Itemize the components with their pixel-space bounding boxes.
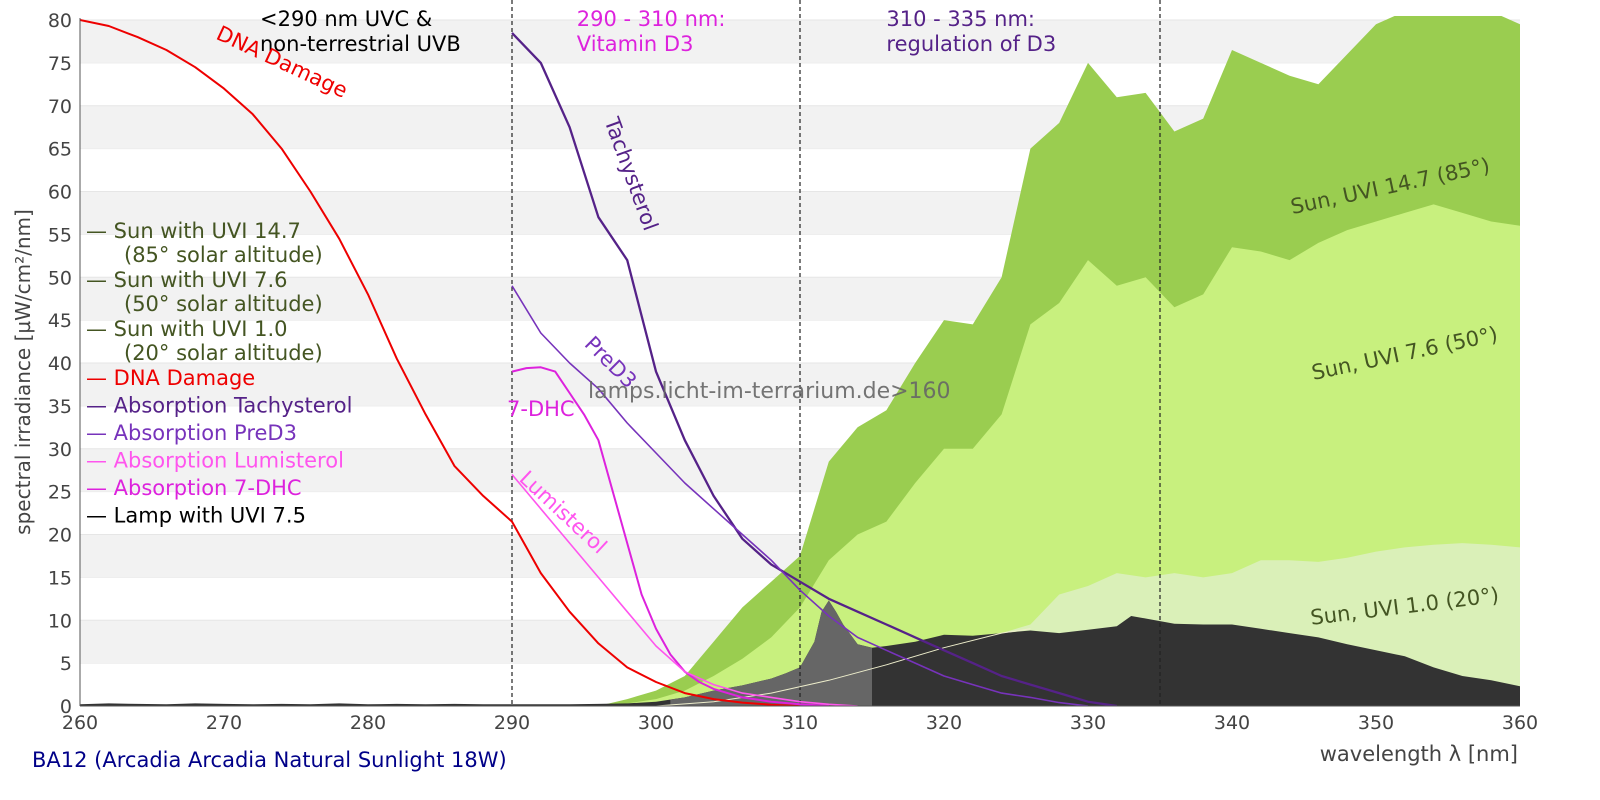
legend: — Sun with UVI 14.7(85° solar altitude)—… bbox=[86, 219, 352, 528]
y-tick-labels: 0 5 10 15 20 25 30 35 40 45 50 55 60 65 70 75 80 bbox=[48, 10, 72, 718]
legend-entry: — Absorption PreD3 bbox=[86, 421, 297, 445]
series-label-7-dhc: 7-DHC bbox=[507, 397, 575, 421]
x-tick-label: 360 bbox=[1502, 712, 1538, 734]
x-tick-label: 300 bbox=[638, 712, 674, 734]
watermark: lamps.licht-im-terrarium.de>160 bbox=[588, 379, 951, 404]
region-label: non-terrestrial UVB bbox=[260, 32, 461, 56]
y-tick-label: 0 bbox=[60, 696, 72, 718]
y-tick-label: 45 bbox=[48, 310, 72, 332]
y-tick-label: 10 bbox=[48, 610, 72, 632]
area-lamp-with-uvi-7-5-highlight bbox=[670, 600, 873, 706]
x-tick-label: 340 bbox=[1214, 712, 1250, 734]
grid-band bbox=[80, 20, 1520, 63]
chart-caption: BA12 (Arcadia Arcadia Natural Sunlight 1… bbox=[32, 748, 507, 772]
x-tick-label: 320 bbox=[926, 712, 962, 734]
region-label: 310 - 335 nm: bbox=[886, 7, 1035, 31]
x-tick-label: 280 bbox=[350, 712, 386, 734]
region-label: Vitamin D3 bbox=[577, 32, 694, 56]
legend-entry: — Sun with UVI 14.7 bbox=[86, 219, 301, 243]
y-tick-label: 70 bbox=[48, 96, 72, 118]
y-tick-label: 55 bbox=[48, 224, 72, 246]
y-tick-label: 35 bbox=[48, 396, 72, 418]
line-7-dhc bbox=[511, 366, 829, 706]
absorption-curves bbox=[80, 19, 1117, 706]
region-divider-lines bbox=[511, 0, 1161, 706]
legend-entry: — DNA Damage bbox=[86, 366, 255, 390]
axes bbox=[79, 18, 1520, 707]
legend-entry: — Absorption 7-DHC bbox=[86, 476, 302, 500]
line-dna-damage bbox=[80, 19, 801, 706]
legend-entry: — Sun with UVI 7.6 bbox=[86, 268, 288, 292]
legend-entry-sub: (85° solar altitude) bbox=[124, 243, 323, 267]
y-tick-label: 20 bbox=[48, 525, 72, 547]
y-tick-label: 40 bbox=[48, 353, 72, 375]
legend-entry: — Absorption Lumisterol bbox=[86, 449, 344, 473]
x-axis-label: wavelength λ [nm] bbox=[1320, 742, 1518, 766]
x-tick-label: 350 bbox=[1358, 712, 1394, 734]
x-tick-labels: 260 270 280 290 300 310 320 330 340 350 360 bbox=[62, 712, 1538, 734]
y-axis-label: spectral irradiance [µW/cm²/nm] bbox=[11, 209, 35, 535]
y-tick-label: 5 bbox=[60, 653, 72, 675]
y-tick-label: 60 bbox=[48, 182, 72, 204]
y-tick-label: 15 bbox=[48, 567, 72, 589]
legend-entry: — Absorption Tachysterol bbox=[86, 394, 352, 418]
legend-entry: — Lamp with UVI 7.5 bbox=[86, 504, 306, 528]
y-tick-label: 80 bbox=[48, 10, 72, 32]
legend-entry-sub: (20° solar altitude) bbox=[124, 341, 323, 365]
x-tick-label: 310 bbox=[782, 712, 818, 734]
region-labels: <290 nm UVC &non-terrestrial UVB 290 - 31… bbox=[260, 7, 1056, 56]
x-tick-label: 330 bbox=[1070, 712, 1106, 734]
y-tick-label: 50 bbox=[48, 267, 72, 289]
x-tick-label: 270 bbox=[206, 712, 242, 734]
legend-entry: — Sun with UVI 1.0 bbox=[86, 317, 288, 341]
y-tick-label: 25 bbox=[48, 482, 72, 504]
y-tick-label: 30 bbox=[48, 439, 72, 461]
line-tachysterol bbox=[511, 32, 1117, 706]
line-pred3 bbox=[511, 285, 1089, 706]
line-lumisterol bbox=[511, 473, 858, 706]
x-tick-label: 260 bbox=[62, 712, 98, 734]
region-label: 290 - 310 nm: bbox=[577, 7, 726, 31]
y-tick-label: 75 bbox=[48, 53, 72, 75]
x-tick-label: 290 bbox=[494, 712, 530, 734]
legend-entry-sub: (50° solar altitude) bbox=[124, 292, 323, 316]
region-label: regulation of D3 bbox=[886, 32, 1056, 56]
y-tick-label: 65 bbox=[48, 139, 72, 161]
region-label: <290 nm UVC & bbox=[260, 7, 432, 31]
